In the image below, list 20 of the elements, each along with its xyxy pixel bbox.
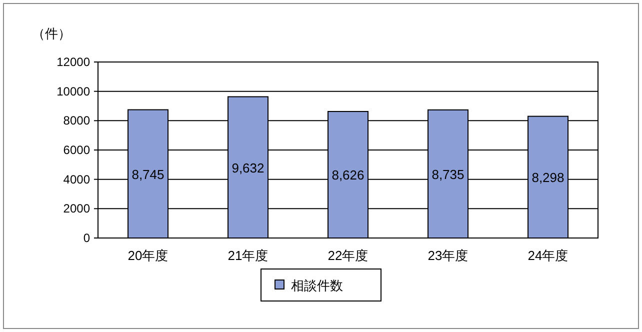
y-axis-title: （件） <box>32 26 71 41</box>
y-tick-label: 10000 <box>56 84 90 98</box>
data-label: 8,745 <box>132 166 164 182</box>
x-tick-label: 22年度 <box>328 248 368 263</box>
data-label: 8,298 <box>532 170 564 186</box>
y-tick-label: 6000 <box>63 143 90 157</box>
x-tick-label: 24年度 <box>528 248 568 263</box>
y-tick-label: 8000 <box>63 114 90 128</box>
legend: 相談件数 <box>260 268 382 302</box>
y-tick-label: 0 <box>83 231 90 245</box>
x-tick-label: 23年度 <box>428 248 468 263</box>
data-label: 9,632 <box>232 160 264 176</box>
y-tick-label: 12000 <box>56 55 90 69</box>
y-tick-label: 2000 <box>63 202 90 216</box>
data-label: 8,626 <box>332 168 364 183</box>
y-tick-label: 4000 <box>63 172 90 186</box>
x-tick-label: 21年度 <box>228 248 268 263</box>
x-tick-label: 20年度 <box>128 248 168 263</box>
data-label: 8,735 <box>432 166 464 182</box>
legend-label: 相談件数 <box>291 278 343 293</box>
